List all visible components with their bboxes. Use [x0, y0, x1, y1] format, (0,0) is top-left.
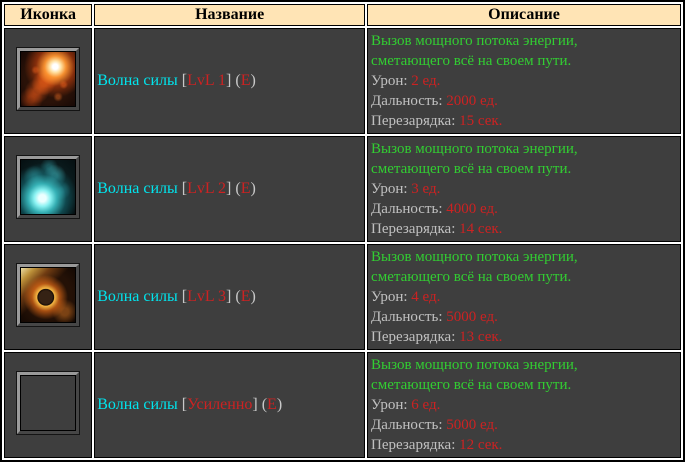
- range-stat: Дальность: 5000 ед.: [371, 417, 498, 433]
- table-row: Волна силы [LvL 2] (Е) Вызов мощного пот…: [4, 136, 681, 242]
- description-line: Вызов мощного потока энергии,: [371, 141, 578, 157]
- skill-level-tag: LvL 1: [187, 72, 227, 89]
- description-line: сметающего всё на своем пути.: [371, 161, 572, 177]
- damage-stat: Урон: 3 ед.: [371, 181, 441, 197]
- table-row: Волна силы [LvL 1] (Е) Вызов мощного пот…: [4, 28, 681, 134]
- icon-cell: [4, 244, 93, 350]
- damage-stat: Урон: 2 ед.: [371, 73, 441, 89]
- description-line: сметающего всё на своем пути.: [371, 377, 572, 393]
- name-cell: Волна силы [LvL 1] (Е): [94, 28, 366, 134]
- skill-hotkey: Е: [240, 180, 251, 197]
- range-stat: Дальность: 2000 ед.: [371, 93, 498, 109]
- header-icon-column: Иконка: [4, 4, 93, 26]
- range-stat: Дальность: 4000 ед.: [371, 201, 498, 217]
- description-cell: Вызов мощного потока энергии, сметающего…: [367, 136, 681, 242]
- table-row: Волна силы [Усиленно] (Е) Вызов мощного …: [4, 352, 681, 458]
- name-cell: Волна силы [LvL 3] (Е): [94, 244, 366, 350]
- skill-level-tag: LvL 3: [187, 288, 227, 305]
- description-line: сметающего всё на своем пути.: [371, 269, 572, 285]
- description-cell: Вызов мощного потока энергии, сметающего…: [367, 352, 681, 458]
- range-stat: Дальность: 5000 ед.: [371, 309, 498, 325]
- description-line: Вызов мощного потока энергии,: [371, 357, 578, 373]
- skill-hotkey: Е: [240, 72, 251, 89]
- fire-comet-icon: [16, 46, 81, 111]
- skill-level-tag: Усиленно: [187, 396, 253, 413]
- description-cell: Вызов мощного потока энергии, сметающего…: [367, 28, 681, 134]
- skill-level-tag: LvL 2: [187, 180, 227, 197]
- damage-stat: Урон: 4 ед.: [371, 289, 441, 305]
- skill-hotkey: Е: [267, 396, 277, 413]
- description-line: Вызов мощного потока энергии,: [371, 33, 578, 49]
- cooldown-stat: Перезарядка: 13 сек.: [371, 329, 503, 345]
- table-row: Волна силы [LvL 3] (Е) Вызов мощного пот…: [4, 244, 681, 350]
- icon-cell: [4, 136, 93, 242]
- icon-cell: [4, 28, 93, 134]
- name-cell: Волна силы [LvL 2] (Е): [94, 136, 366, 242]
- description-line: сметающего всё на своем пути.: [371, 53, 572, 69]
- icon-cell: [4, 352, 93, 458]
- name-cell: Волна силы [Усиленно] (Е): [94, 352, 366, 458]
- skill-name: Волна силы: [97, 72, 178, 89]
- cooldown-stat: Перезарядка: 15 сек.: [371, 113, 503, 129]
- meteor-icon: [16, 262, 81, 327]
- skill-hotkey: Е: [240, 288, 251, 305]
- description-cell: Вызов мощного потока энергии, сметающего…: [367, 244, 681, 350]
- header-name-column: Название: [94, 4, 366, 26]
- header-row: Иконка Название Описание: [4, 4, 681, 26]
- skill-name: Волна силы: [97, 288, 178, 305]
- teal-energy-icon: [16, 154, 81, 219]
- header-description-column: Описание: [367, 4, 681, 26]
- fire-phoenix-icon: [16, 370, 81, 435]
- skill-name: Волна силы: [97, 180, 178, 197]
- description-line: Вызов мощного потока энергии,: [371, 249, 578, 265]
- skill-name: Волна силы: [97, 396, 178, 413]
- cooldown-stat: Перезарядка: 12 сек.: [371, 437, 503, 453]
- cooldown-stat: Перезарядка: 14 сек.: [371, 221, 503, 237]
- damage-stat: Урон: 6 ед.: [371, 397, 441, 413]
